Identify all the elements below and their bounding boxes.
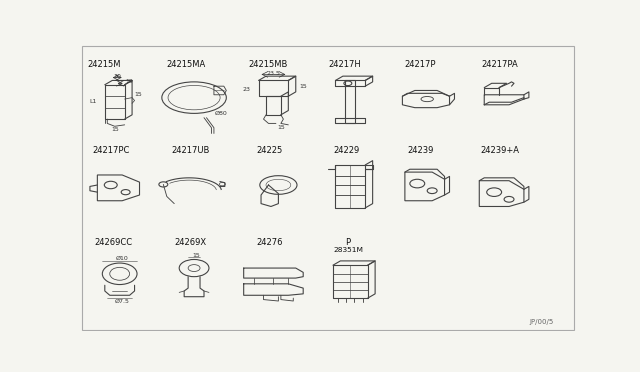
Text: Ø7.5: Ø7.5 — [115, 298, 129, 304]
Text: 24239+A: 24239+A — [480, 146, 519, 155]
Text: 24215MA: 24215MA — [167, 60, 206, 69]
Text: 24217PC: 24217PC — [92, 146, 130, 155]
Text: 28351M: 28351M — [333, 247, 363, 253]
Text: 15: 15 — [193, 253, 200, 258]
Text: 24217UB: 24217UB — [172, 146, 210, 155]
Text: 24217H: 24217H — [328, 60, 361, 69]
Text: 24217P: 24217P — [405, 60, 436, 69]
Text: 24239: 24239 — [407, 146, 434, 155]
Text: 24215MB: 24215MB — [249, 60, 288, 69]
Text: 15: 15 — [277, 125, 285, 130]
Text: 24229: 24229 — [333, 146, 359, 155]
Text: 24215M: 24215M — [88, 60, 121, 69]
Text: 24269CC: 24269CC — [95, 238, 133, 247]
Text: 15: 15 — [300, 84, 307, 89]
Text: Ø80: Ø80 — [215, 111, 228, 116]
Text: 24276: 24276 — [256, 238, 283, 247]
Text: 24225: 24225 — [256, 146, 282, 155]
Text: 30: 30 — [113, 74, 121, 78]
Text: Ø10: Ø10 — [116, 256, 129, 260]
Text: P: P — [346, 238, 351, 247]
Text: 24269X: 24269X — [174, 238, 206, 247]
Text: L1: L1 — [90, 99, 97, 105]
Text: 23: 23 — [242, 87, 250, 92]
Text: 15: 15 — [111, 126, 118, 132]
Text: 19: 19 — [125, 79, 134, 84]
Text: 23.5: 23.5 — [266, 71, 280, 76]
Text: 24217PA: 24217PA — [482, 60, 518, 69]
Text: JP/00/5: JP/00/5 — [529, 319, 554, 325]
Text: 15: 15 — [134, 92, 143, 97]
